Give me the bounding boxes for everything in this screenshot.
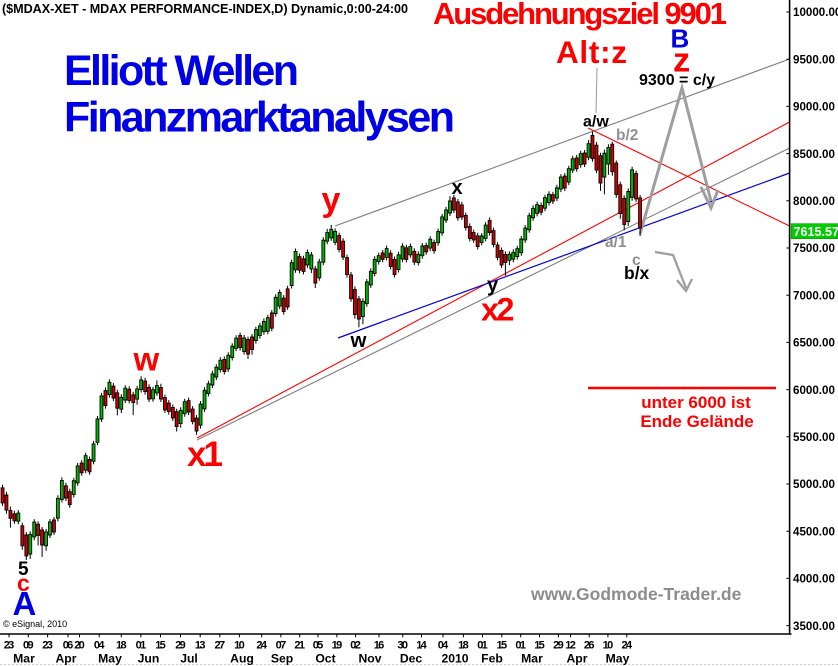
svg-text:6500.00: 6500.00 (793, 337, 835, 350)
svg-text:4500.00: 4500.00 (793, 525, 835, 538)
svg-text:27: 27 (215, 639, 226, 651)
svg-text:A: A (13, 585, 37, 622)
svg-text:Mar: Mar (13, 652, 35, 666)
svg-text:26: 26 (584, 639, 595, 651)
svg-text:18: 18 (458, 639, 469, 651)
svg-text:2010: 2010 (441, 652, 468, 666)
svg-text:9000.00: 9000.00 (793, 101, 835, 114)
svg-text:20: 20 (74, 639, 85, 651)
svg-text:15: 15 (496, 639, 507, 651)
svg-text:8500.00: 8500.00 (793, 148, 835, 161)
svg-text:01: 01 (515, 639, 526, 651)
svg-text:c: c (17, 570, 30, 596)
svg-text:15: 15 (155, 639, 166, 651)
svg-text:x1: x1 (187, 435, 223, 474)
svg-text:01: 01 (136, 639, 147, 651)
svg-text:x: x (452, 177, 463, 199)
svg-text:www.Godmode-Trader.de: www.Godmode-Trader.de (530, 584, 742, 604)
svg-text:09: 09 (23, 639, 34, 651)
svg-text:Apr: Apr (567, 652, 588, 666)
svg-text:8000.00: 8000.00 (793, 195, 835, 208)
svg-text:14: 14 (416, 639, 427, 651)
svg-text:Mar: Mar (521, 652, 543, 666)
svg-text:18: 18 (116, 639, 127, 651)
svg-text:01: 01 (477, 639, 488, 651)
svg-text:05: 05 (313, 639, 324, 651)
svg-text:04: 04 (438, 639, 449, 651)
svg-text:13: 13 (195, 639, 206, 651)
svg-text:Dec: Dec (400, 652, 423, 666)
svg-text:Alt:z: Alt:z (556, 34, 627, 70)
svg-text:16: 16 (374, 639, 385, 651)
svg-text:y: y (487, 275, 499, 297)
svg-text:Jul: Jul (180, 652, 198, 666)
svg-text:07: 07 (276, 639, 287, 651)
svg-text:w: w (133, 341, 160, 378)
svg-text:a/w: a/w (583, 114, 609, 131)
svg-text:29: 29 (175, 639, 186, 651)
svg-text:3500.00: 3500.00 (793, 620, 835, 633)
svg-text:c: c (632, 252, 641, 269)
svg-text:b/x: b/x (624, 263, 650, 283)
svg-text:7500.00: 7500.00 (793, 242, 835, 255)
svg-text:6000.00: 6000.00 (793, 384, 835, 397)
svg-text:5500.00: 5500.00 (793, 431, 835, 444)
svg-text:B: B (671, 24, 690, 54)
svg-text:19: 19 (332, 639, 343, 651)
svg-text:Feb: Feb (481, 652, 503, 666)
svg-text:23: 23 (42, 639, 53, 651)
svg-text:y: y (322, 181, 341, 219)
svg-text:x2: x2 (481, 292, 515, 328)
svg-text:Finanzmarktanalysen: Finanzmarktanalysen (64, 94, 455, 142)
svg-text:12: 12 (565, 639, 576, 651)
svg-text:b/2: b/2 (616, 127, 638, 144)
svg-text:23: 23 (4, 639, 15, 651)
svg-text:May: May (98, 652, 122, 666)
svg-text:10000.00: 10000.00 (793, 6, 838, 19)
svg-text:Jun: Jun (138, 652, 160, 666)
svg-text:7000.00: 7000.00 (793, 289, 835, 302)
svg-text:02: 02 (350, 639, 361, 651)
svg-text:24: 24 (622, 639, 633, 651)
svg-text:24: 24 (256, 639, 267, 651)
svg-text:($MDAX-XET - MDAX PERFORMANCE-: ($MDAX-XET - MDAX PERFORMANCE-INDEX,D) D… (2, 2, 408, 16)
svg-text:9500.00: 9500.00 (793, 53, 835, 66)
svg-text:7615.57: 7615.57 (794, 225, 838, 239)
svg-text:w: w (350, 329, 367, 352)
svg-text:Apr: Apr (56, 652, 77, 666)
svg-text:10: 10 (603, 639, 614, 651)
svg-text:15: 15 (534, 639, 545, 651)
svg-text:4000.00: 4000.00 (793, 573, 835, 586)
svg-text:Ausdehnungsziel 9901: Ausdehnungsziel 9901 (433, 0, 727, 31)
svg-text:04: 04 (94, 639, 105, 651)
svg-text:29: 29 (553, 639, 564, 651)
svg-text:Elliott Wellen: Elliott Wellen (64, 47, 299, 95)
svg-text:9300 = c/y: 9300 = c/y (639, 72, 715, 89)
svg-text:Oct: Oct (315, 652, 335, 666)
svg-text:10: 10 (234, 639, 245, 651)
svg-text:Ende Gelände: Ende Gelände (640, 412, 753, 431)
svg-text:21: 21 (294, 639, 305, 651)
svg-text:a/1: a/1 (605, 234, 627, 251)
svg-text:Aug: Aug (230, 652, 254, 666)
svg-text:z: z (673, 42, 690, 80)
svg-text:unter 6000 ist: unter 6000 ist (641, 393, 751, 412)
svg-text:© eSignal, 2010: © eSignal, 2010 (3, 619, 67, 629)
svg-text:06: 06 (63, 639, 74, 651)
svg-text:Sep: Sep (271, 652, 293, 666)
svg-text:Nov: Nov (358, 652, 381, 666)
svg-text:30: 30 (397, 639, 408, 651)
svg-text:5: 5 (18, 559, 29, 580)
svg-text:5000.00: 5000.00 (793, 478, 835, 491)
svg-text:May: May (606, 652, 630, 666)
